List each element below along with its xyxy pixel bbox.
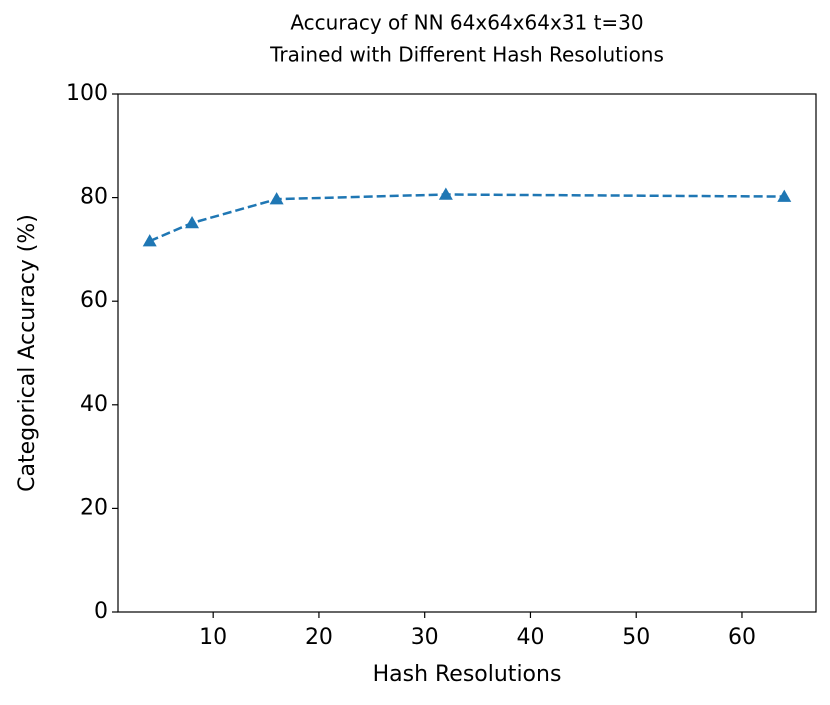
marker [269, 192, 284, 205]
x-tick-label: 20 [305, 625, 333, 650]
x-tick-label: 40 [516, 625, 544, 650]
chart-title: Accuracy of NN 64x64x64x31 t=30 [290, 11, 643, 35]
marker [777, 189, 792, 202]
x-tick-label: 60 [728, 625, 756, 650]
x-tick-label: 50 [622, 625, 650, 650]
plot-frame [117, 93, 817, 613]
x-tick-label: 10 [199, 625, 227, 650]
line-series [149, 193, 785, 243]
x-axis-label: Hash Resolutions [373, 662, 562, 687]
marker [185, 215, 200, 229]
chart-title: Trained with Different Hash Resolutions [269, 43, 664, 67]
x-tick-label: 30 [411, 625, 439, 650]
y-axis-label: Categorical Accuracy (%) [15, 214, 40, 492]
y-tick-label: 40 [80, 392, 108, 417]
marker [142, 234, 157, 247]
marker [438, 187, 453, 200]
y-tick-label: 100 [66, 81, 108, 106]
y-tick-label: 20 [80, 495, 108, 520]
y-tick-label: 0 [94, 599, 108, 624]
y-tick-label: 80 [80, 185, 108, 210]
y-tick-label: 60 [80, 288, 108, 313]
